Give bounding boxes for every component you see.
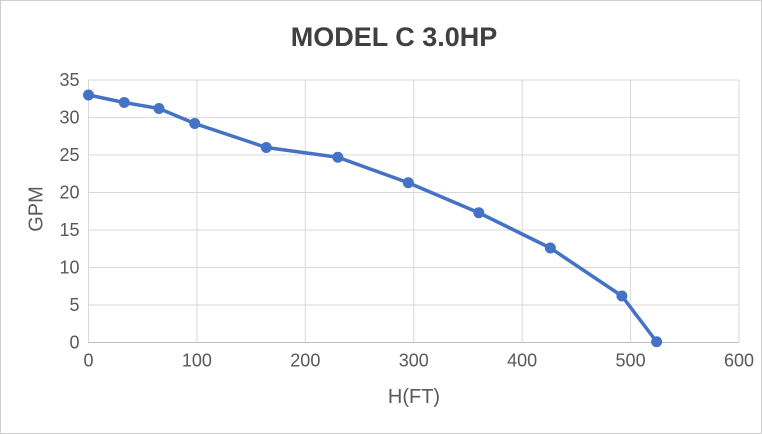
data-point-marker <box>544 242 556 254</box>
data-point-marker <box>153 103 165 114</box>
x-tick-label: 200 <box>290 351 320 371</box>
x-axis-title: H(FT) <box>387 386 441 408</box>
data-point-marker <box>83 89 94 101</box>
data-point-marker <box>616 290 628 302</box>
x-tick-label: 300 <box>399 351 429 371</box>
data-point-marker <box>189 118 201 129</box>
data-point-marker <box>473 207 485 219</box>
data-point-marker <box>402 177 414 189</box>
x-tick-label: 0 <box>83 351 93 371</box>
y-tick-label: 35 <box>59 70 79 90</box>
y-tick-label: 15 <box>59 220 79 240</box>
data-point-marker <box>332 151 344 163</box>
data-point-marker <box>260 142 272 153</box>
x-tick-label: 500 <box>616 351 646 371</box>
y-tick-label: 30 <box>59 108 79 128</box>
y-tick-label: 5 <box>69 295 79 315</box>
y-tick-label: 0 <box>69 333 79 353</box>
data-point-marker <box>118 97 130 108</box>
x-tick-label: 400 <box>507 351 537 371</box>
x-tick-label: 600 <box>724 351 754 371</box>
x-tick-label: 100 <box>182 351 212 371</box>
y-tick-label: 20 <box>59 183 79 203</box>
chart-title: MODEL C 3.0HP <box>290 22 498 52</box>
data-point-marker <box>651 336 663 348</box>
y-tick-label: 10 <box>59 258 79 278</box>
y-tick-label: 25 <box>59 145 79 165</box>
